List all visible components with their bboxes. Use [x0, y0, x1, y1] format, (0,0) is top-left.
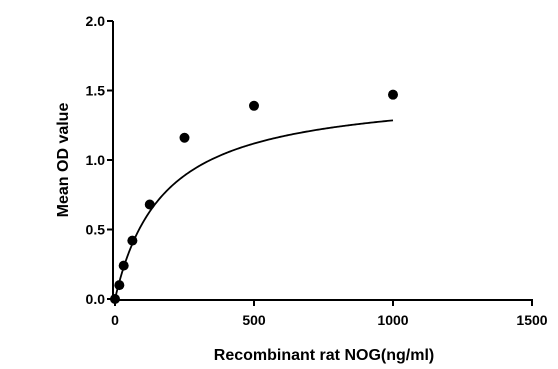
fit-curve	[114, 119, 394, 300]
data-point	[110, 294, 120, 304]
data-point	[144, 199, 155, 210]
y-tick-label: 0.5	[86, 222, 106, 238]
x-axis-title: Recombinant rat NOG(ng/ml)	[214, 347, 434, 364]
plot-area: 0.0 0.5 1.0 1.5 2.0 0 500 1000 1500	[86, 13, 548, 328]
y-tick-label: 1.0	[86, 152, 106, 168]
data-point	[114, 280, 125, 291]
data-point	[388, 89, 398, 100]
data-point	[179, 132, 190, 143]
x-tick-label: 1000	[377, 312, 408, 328]
y-tick-label: 0.0	[86, 291, 106, 307]
y-tick-label: 1.5	[86, 83, 106, 99]
data-point	[249, 100, 259, 111]
y-axis-title: Mean OD value	[55, 103, 72, 218]
data-point	[118, 260, 129, 271]
x-tick-label: 1500	[516, 312, 547, 328]
data-point	[127, 235, 138, 246]
y-tick-label: 2.0	[86, 13, 106, 29]
x-tick-label: 0	[111, 312, 119, 328]
x-tick-label: 500	[242, 312, 266, 328]
